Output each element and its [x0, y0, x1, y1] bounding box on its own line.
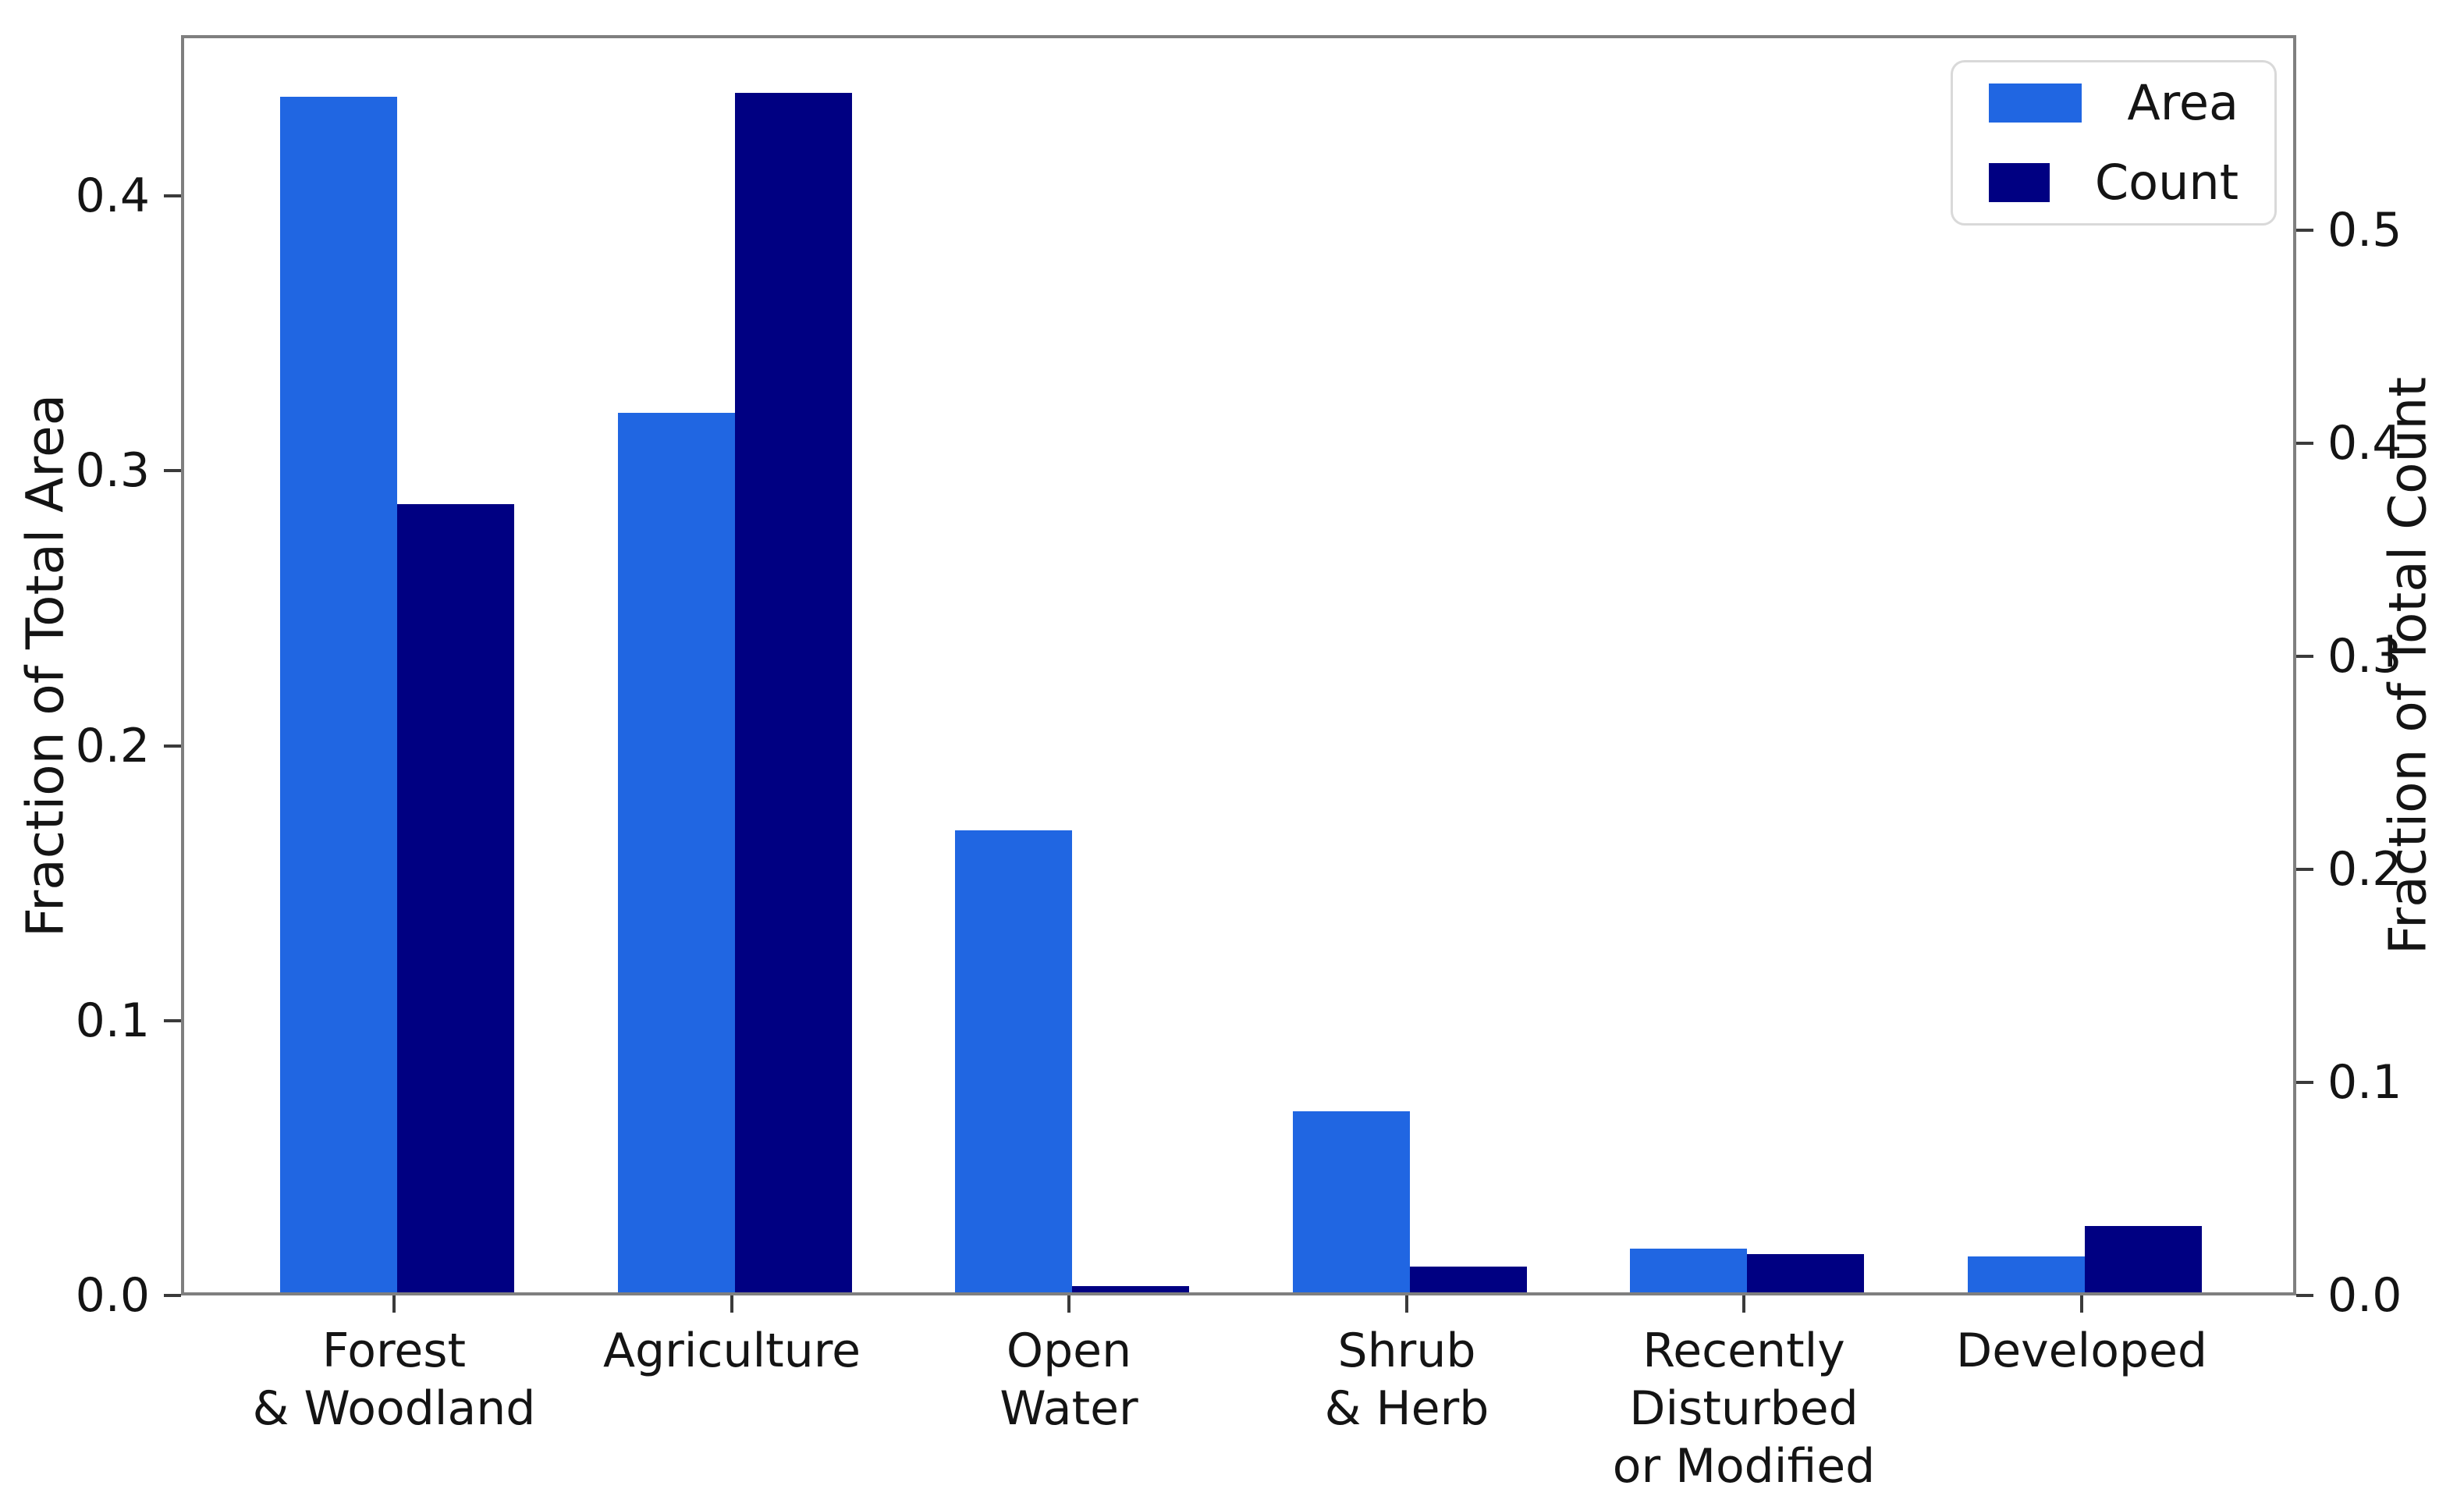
right-tick-0.0	[2296, 1294, 2313, 1297]
bar-count-2	[735, 93, 852, 1292]
legend-entry-area: Area	[1989, 79, 2239, 127]
legend-label-area: Area	[2127, 74, 2239, 131]
right-tick-label-0.3: 0.3	[2327, 629, 2402, 684]
left-tick-label-0.4: 0.4	[75, 169, 150, 223]
right-tick-label-0.2: 0.2	[2327, 842, 2402, 897]
legend-entry-count: Count	[1989, 158, 2239, 207]
bar-count-3	[1072, 1286, 1189, 1292]
x-tick-5	[1742, 1295, 1745, 1313]
left-tick-label-0.3: 0.3	[75, 443, 150, 498]
bar-count-6	[2085, 1226, 2202, 1292]
right-tick-0.5	[2296, 229, 2313, 232]
bar-count-5	[1747, 1254, 1864, 1292]
left-tick-label-0.0: 0.0	[75, 1268, 150, 1323]
bar-area-1	[280, 97, 397, 1292]
right-tick-label-0.4: 0.4	[2327, 416, 2402, 471]
bar-count-1	[397, 504, 514, 1292]
bar-area-5	[1630, 1249, 1747, 1292]
left-tick-0.1	[164, 1019, 181, 1022]
legend-swatch-count	[1989, 163, 2050, 202]
x-tick-1	[392, 1295, 396, 1313]
category-label-4: Shrub & Herb	[1324, 1324, 1489, 1436]
right-tick-label-0.1: 0.1	[2327, 1055, 2402, 1110]
bar-area-2	[618, 413, 735, 1292]
legend-label-count: Count	[2094, 154, 2239, 211]
right-tick-0.1	[2296, 1081, 2313, 1084]
left-tick-label-0.2: 0.2	[75, 719, 150, 773]
left-tick-0.0	[164, 1294, 181, 1297]
left-tick-0.2	[164, 744, 181, 748]
category-label-6: Developed	[1955, 1324, 2208, 1378]
plot-area	[181, 35, 2296, 1295]
bar-area-4	[1293, 1111, 1410, 1292]
left-tick-0.3	[164, 469, 181, 472]
right-tick-0.4	[2296, 442, 2313, 445]
right-tick-label-0.5: 0.5	[2327, 203, 2402, 258]
x-tick-6	[2080, 1295, 2083, 1313]
left-tick-label-0.1: 0.1	[75, 993, 150, 1048]
bar-area-6	[1968, 1256, 2085, 1292]
bar-count-4	[1410, 1267, 1527, 1292]
right-tick-label-0.0: 0.0	[2327, 1268, 2402, 1323]
right-tick-0.2	[2296, 868, 2313, 871]
category-label-5: Recently Disturbed or Modified	[1612, 1324, 1876, 1489]
x-tick-4	[1405, 1295, 1408, 1313]
x-tick-2	[730, 1295, 733, 1313]
category-label-2: Agriculture	[603, 1324, 861, 1378]
legend-swatch-area	[1989, 84, 2082, 123]
legend: Area Count	[1951, 60, 2277, 226]
right-tick-0.3	[2296, 655, 2313, 658]
category-label-3: Open Water	[999, 1324, 1138, 1436]
x-tick-3	[1067, 1295, 1070, 1313]
category-label-1: Forest & Woodland	[252, 1324, 536, 1436]
bar-area-3	[955, 830, 1072, 1292]
left-tick-0.4	[164, 194, 181, 197]
